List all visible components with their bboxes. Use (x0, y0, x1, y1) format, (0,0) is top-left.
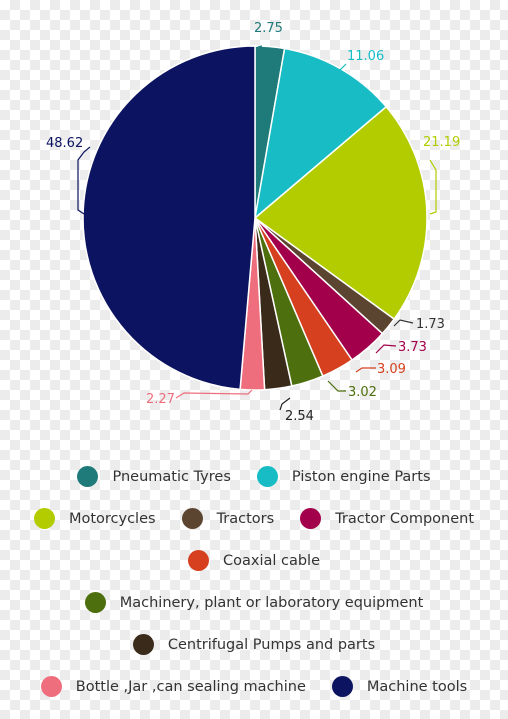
label-connector-2 (339, 63, 347, 71)
legend-label: Piston engine Parts (291, 468, 431, 485)
label-connector-3 (429, 159, 437, 215)
data-label-2: 11.06 (347, 49, 384, 64)
data-labels: 2.75 11.06 21.19 1.73 3.73 3.093.02 2.54 2.27 48… (46, 21, 460, 424)
data-label-10: 48.62 (46, 136, 83, 151)
legend-item: Piston engine Parts (256, 466, 431, 487)
data-label-9: 2.27 (146, 392, 175, 407)
legend-item: Tractors (181, 508, 275, 529)
legend-item: Motorcycles (33, 508, 156, 529)
pie-slice-3 (253, 105, 428, 321)
legend-row-4: Machinery, plant or laboratory equipment (0, 592, 508, 613)
legend-swatch (331, 676, 353, 697)
legend-label: Bottle ,Jar ,can sealing machine (75, 678, 306, 695)
legend-label: Tractors (216, 510, 275, 527)
legend-row-6: Bottle ,Jar ,can sealing machine Machine … (0, 676, 508, 697)
legend-label: Machine tools (366, 678, 468, 695)
legend-swatch (40, 676, 62, 697)
legend-label: Pneumatic Tyres (112, 468, 231, 485)
legend-swatch (33, 508, 55, 529)
data-label-1: 2.75 (254, 21, 283, 36)
data-label-3: 21.19 (423, 135, 460, 150)
pie-slices (82, 45, 428, 391)
data-label-7: 3.02 (348, 385, 377, 400)
label-connector-1 (257, 45, 263, 48)
legend-item: Machinery, plant or laboratory equipment (84, 592, 424, 613)
label-connector-4 (393, 319, 414, 327)
label-connector-5 (375, 344, 397, 354)
legend-label: Centrifugal Pumps and parts (167, 636, 376, 653)
legend-row-2: Motorcycles Tractors Tractor Component (0, 508, 508, 529)
legend-item: Machine tools (331, 676, 468, 697)
legend-swatch (187, 550, 209, 571)
legend-swatch (300, 508, 322, 529)
label-connector-6 (355, 367, 376, 373)
legend-swatch (181, 508, 203, 529)
data-label-8: 2.54 (285, 409, 314, 424)
legend-swatch (256, 466, 278, 487)
legend-item: Coaxial cable (187, 550, 321, 571)
label-connector-8 (279, 397, 291, 411)
data-label-5: 3.73 (398, 340, 427, 355)
legend-label: Machinery, plant or laboratory equipment (119, 594, 424, 611)
pie-slice-10 (82, 45, 256, 391)
label-connectors (77, 45, 437, 411)
legend-label: Coaxial cable (222, 552, 321, 569)
legend-label: Tractor Component (335, 510, 475, 527)
data-label-6: 3.09 (377, 362, 406, 377)
legend-row-1: Pneumatic Tyres Piston engine Parts (0, 466, 508, 487)
legend-item: Tractor Component (300, 508, 474, 529)
legend-item: Bottle ,Jar ,can sealing machine (40, 676, 306, 697)
legend-item: Pneumatic Tyres (77, 466, 231, 487)
label-connector-10 (77, 146, 91, 215)
legend-item: Centrifugal Pumps and parts (132, 634, 376, 655)
legend-label: Motorcycles (68, 510, 156, 527)
legend-row-3: Coaxial cable (0, 550, 508, 571)
legend-swatch (132, 634, 154, 655)
label-connector-9 (175, 389, 253, 399)
data-label-4: 1.73 (416, 317, 445, 332)
legend-row-5: Centrifugal Pumps and parts (0, 634, 508, 655)
legend-swatch (77, 466, 99, 487)
label-connector-7 (327, 380, 346, 392)
legend-swatch (84, 592, 106, 613)
